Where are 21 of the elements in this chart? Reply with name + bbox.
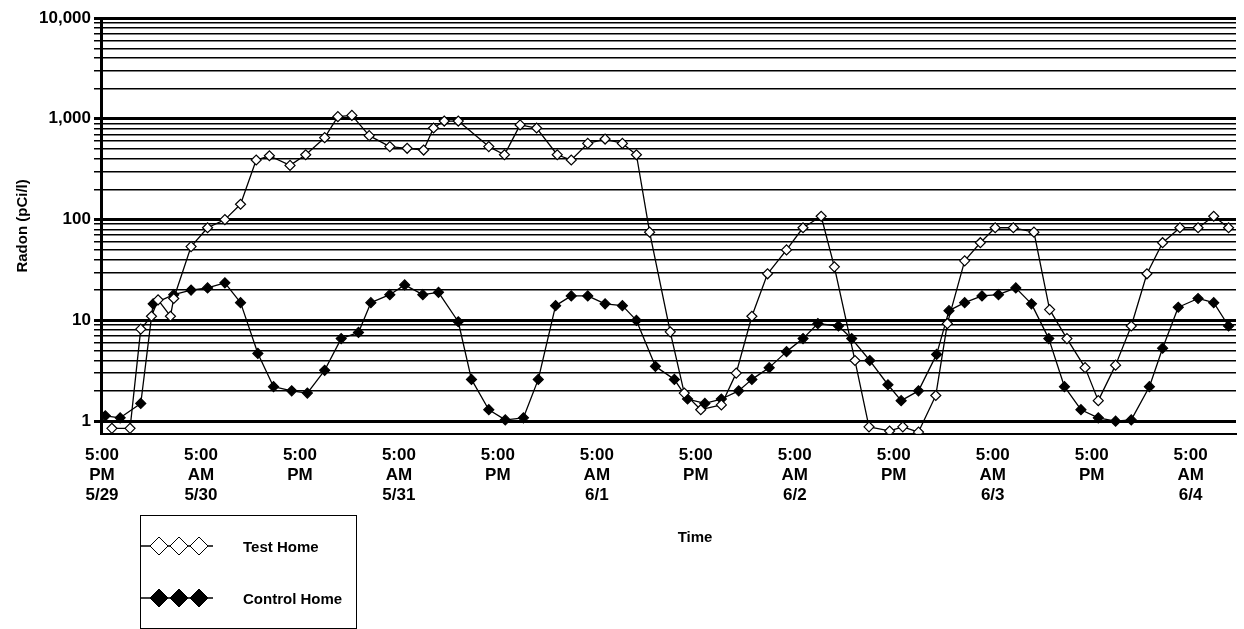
x-axis-title: Time [676, 528, 714, 545]
y-tick-label: 10,000 [39, 7, 91, 27]
y-tick-label: 10 [72, 310, 91, 330]
x-tick-label: 5:00 AM 5/30 [183, 444, 218, 505]
y-tick-label: 100 [62, 209, 91, 229]
x-tick-label: 5:00 PM [678, 444, 713, 485]
x-tick-label: 5:00 AM 6/2 [777, 444, 812, 505]
x-tick-label: 5:00 AM 6/1 [579, 444, 614, 505]
x-tick-label: 5:00 AM 5/31 [381, 444, 416, 505]
x-tick-label: 5:00 AM 6/3 [975, 444, 1010, 505]
y-axis-title: Radon (pCi/l) [13, 179, 31, 273]
x-tick-label: 5:00 PM [1074, 444, 1109, 485]
x-tick-label: 5:00 PM [876, 444, 911, 485]
legend-label: Test Home [243, 537, 319, 555]
x-tick-label: 5:00 PM [480, 444, 515, 485]
x-tick-label: 5:00 PM [282, 444, 317, 485]
legend-label: Control Home [243, 589, 343, 607]
y-tick-label: 1 [81, 410, 91, 430]
x-tick-label: 5:00 AM 6/4 [1173, 444, 1208, 505]
x-tick-label: 5:00 PM 5/29 [84, 444, 120, 505]
y-tick-label: 1,000 [48, 108, 91, 128]
